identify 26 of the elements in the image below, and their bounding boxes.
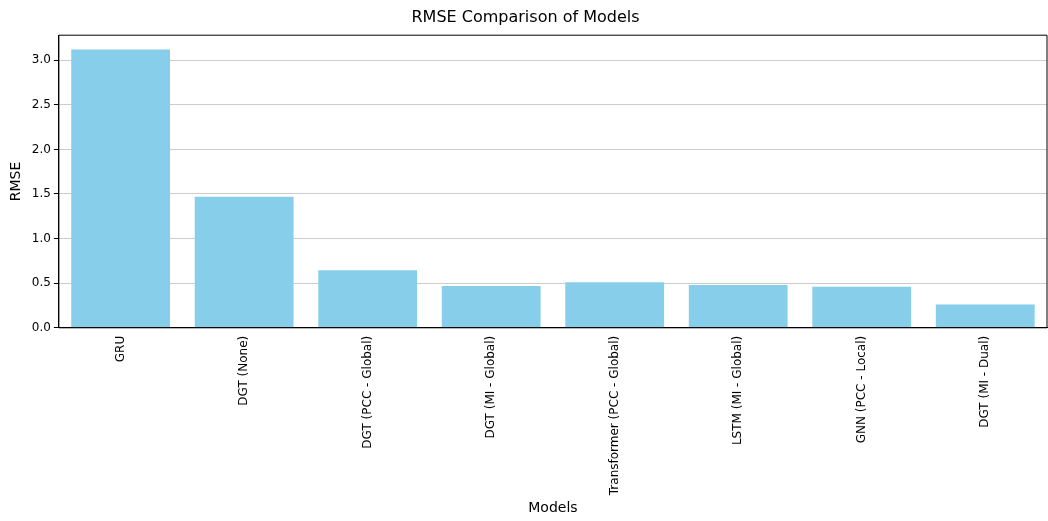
y-tick-label: 1.5 xyxy=(31,186,51,201)
x-tick-label: Transformer (PCC - Global) xyxy=(606,335,621,497)
bar xyxy=(812,286,912,328)
y-tick-label: 0.0 xyxy=(31,319,51,334)
chart-title: RMSE Comparison of Models xyxy=(411,6,640,26)
x-axis-title: Models xyxy=(528,499,578,516)
x-tick-label: DGT (MI - Dual) xyxy=(977,335,992,428)
x-tick-label: DGT (PCC - Global) xyxy=(359,335,374,449)
bar xyxy=(565,282,665,328)
y-tick-label: 0.5 xyxy=(31,275,51,290)
y-tick-label: 1.0 xyxy=(31,230,51,245)
bar xyxy=(935,304,1035,328)
bar xyxy=(318,270,418,328)
y-tick-label: 2.5 xyxy=(31,96,51,111)
bar xyxy=(194,196,294,328)
x-tick-label: DGT (MI - Global) xyxy=(483,335,498,439)
bar xyxy=(71,49,171,328)
x-tick-label: GRU xyxy=(112,335,127,363)
y-axis-title: RMSE xyxy=(7,161,24,202)
x-tick-label: DGT (None) xyxy=(236,335,251,406)
x-tick-label: LSTM (MI - Global) xyxy=(730,335,745,446)
y-tick-label: 2.0 xyxy=(31,141,51,156)
bar xyxy=(688,284,788,328)
x-tick-label: GNN (PCC - Local) xyxy=(853,335,868,444)
y-tick-label: 3.0 xyxy=(31,52,51,67)
bar xyxy=(441,286,541,328)
